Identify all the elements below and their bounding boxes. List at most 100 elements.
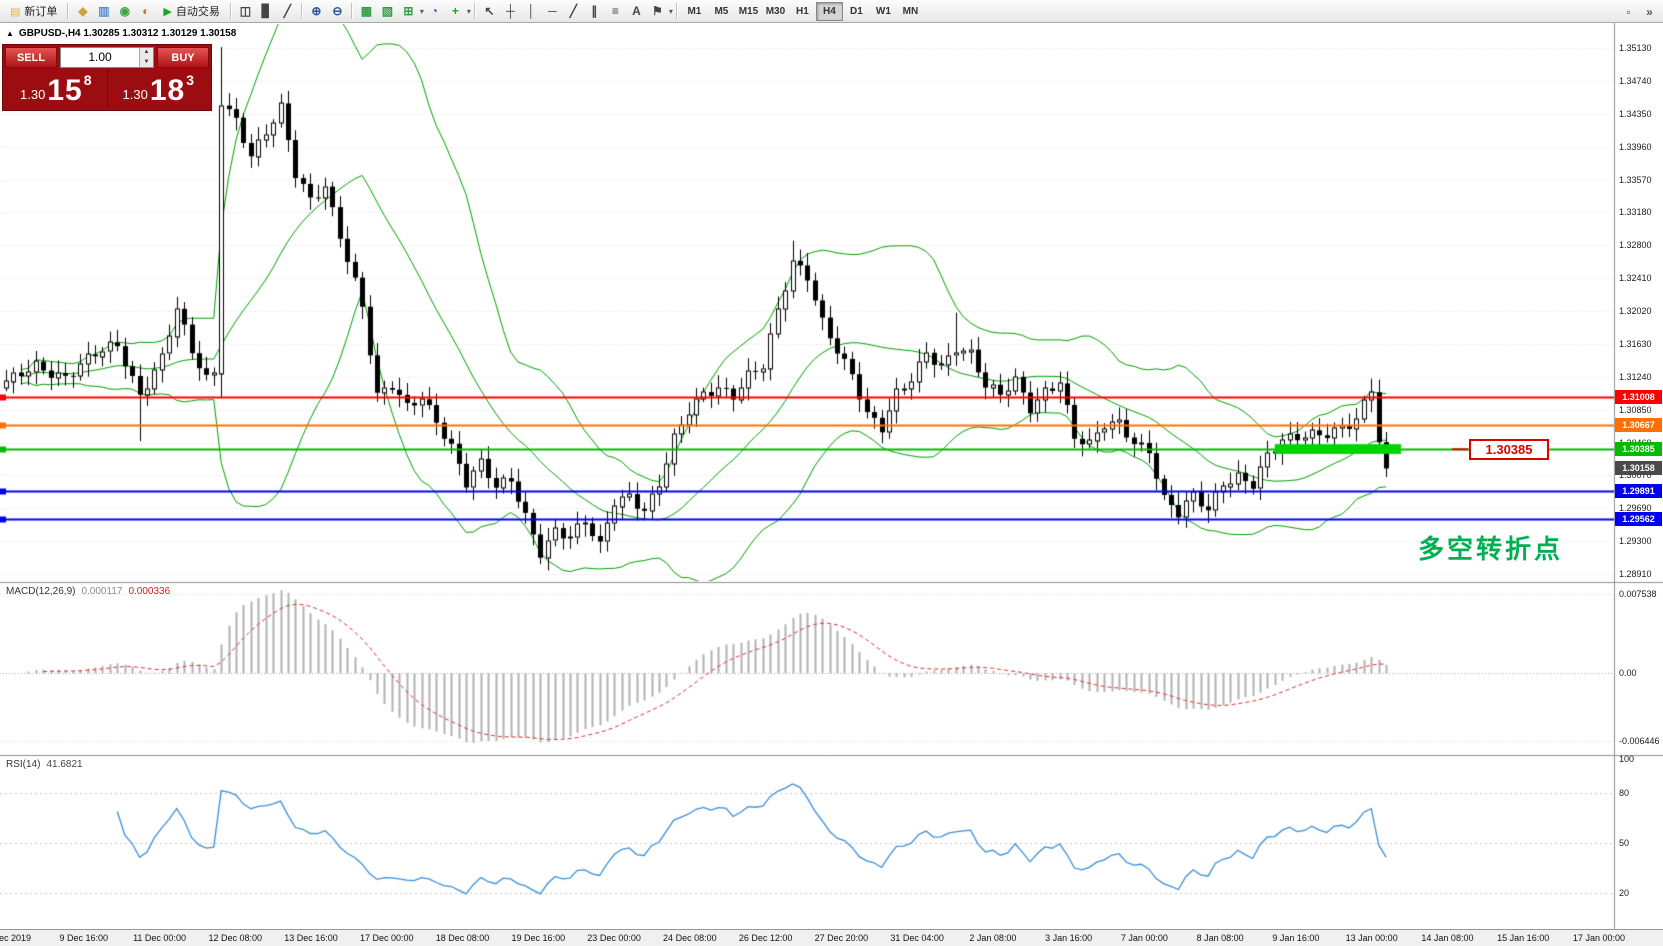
collapse-trade-panel-icon[interactable]: ▲	[6, 29, 14, 38]
timeframe-m30[interactable]: M30	[765, 5, 786, 17]
price-annotation-label: 1.30385	[1469, 439, 1549, 460]
rsi-value: 41.6821	[46, 759, 83, 770]
new-order-button-label: 新订单	[24, 6, 58, 18]
toolbar-separator	[675, 3, 678, 19]
zoom-out-icon[interactable]: ⊖	[327, 1, 348, 22]
crosshair-icon: ┼	[506, 4, 515, 18]
axis-label: 1.32800	[1619, 240, 1652, 251]
price-line-badge: 1.30667	[1615, 418, 1662, 433]
new-order-button[interactable]: ▤ 新订单	[3, 1, 64, 22]
buy-price-sup: 3	[186, 72, 194, 88]
turning-point-annotation: 多空转折点	[1418, 534, 1564, 564]
axis-label: 1.29690	[1619, 503, 1652, 514]
timeframe-m1[interactable]: M1	[687, 5, 702, 17]
price-axis[interactable]: 1.35130 1.34740 1.34350 1.33960 1.33570 1.331…	[1615, 23, 1663, 929]
profiles-icon[interactable]: ◆	[72, 1, 93, 22]
toolbar-overflow-icon[interactable]: »	[1639, 1, 1660, 22]
play-icon: ▶	[163, 5, 172, 18]
axis-label: 1.30850	[1619, 404, 1652, 415]
text-icon: A	[632, 4, 641, 18]
timeframe-w1[interactable]: W1	[875, 5, 891, 17]
fibonacci-icon: ≡	[611, 4, 619, 18]
vertical-line-icon[interactable]: │	[521, 1, 542, 22]
rsi-name: RSI(14)	[6, 759, 41, 770]
timeframe-m5[interactable]: M5	[714, 5, 729, 17]
buy-button[interactable]: BUY	[157, 47, 209, 68]
zoom-in-icon: ⊕	[311, 4, 322, 18]
macd-name: MACD(12,26,9)	[6, 586, 76, 597]
time-label: 26 Dec 12:00	[738, 933, 793, 943]
market-watch-icon: ◉	[119, 4, 131, 18]
sell-price-big: 15	[47, 74, 83, 107]
indicators-icon: +	[451, 4, 459, 18]
axis-label: 50	[1619, 838, 1630, 848]
time-label: 7 Jan 00:00	[1120, 933, 1168, 943]
new-chart-icon[interactable]: ⊞	[398, 1, 419, 22]
macd-indicator-label: MACD(12,26,9) 0.000117 0.000336	[6, 586, 170, 597]
vertical-line-icon: │	[527, 4, 536, 18]
candlestick-chart-icon[interactable]: ▊	[256, 1, 277, 22]
timeframe-d1[interactable]: D1	[850, 5, 863, 17]
buy-price-big: 18	[149, 74, 186, 107]
sell-price-display[interactable]: 1.30 15 8	[5, 70, 107, 108]
price-line-badge: 1.29891	[1615, 484, 1662, 499]
navigator-icon[interactable]: ◐	[135, 1, 156, 22]
volume-input[interactable]: 1.00 ▲ ▼	[60, 47, 154, 68]
time-label: 9 Jan 16:00	[1272, 933, 1320, 943]
shapes-icon[interactable]: ⚑	[647, 1, 668, 22]
line-chart-icon[interactable]: ╱	[277, 1, 298, 22]
horizontal-line-icon[interactable]: ─	[542, 1, 563, 22]
cursor-icon[interactable]: ↖	[479, 1, 500, 22]
clock-icon[interactable]: ◔	[424, 1, 445, 22]
cascade-windows-icon[interactable]: ▧	[377, 1, 398, 22]
market-watch-icon[interactable]: ◉	[114, 1, 135, 22]
trendline-icon: ╱	[569, 4, 578, 18]
profiles-icon: ◆	[78, 4, 88, 18]
channel-icon[interactable]: ∥	[584, 1, 605, 22]
volume-down-button[interactable]: ▼	[140, 57, 153, 67]
time-axis[interactable]: 5 Dec 2019 9 Dec 16:00 11 Dec 00:00 12 Dec …	[0, 929, 1663, 946]
charts-icon: ▥	[98, 4, 110, 18]
dock-icon[interactable]: ▫	[1618, 1, 1639, 22]
axis-label: 0.007538	[1619, 589, 1657, 599]
axis-label: 1.31240	[1619, 371, 1652, 382]
macd-value-signal: 0.000336	[128, 586, 171, 597]
timeframe-h1[interactable]: H1	[796, 5, 809, 17]
timeframe-mn[interactable]: MN	[902, 5, 919, 17]
chart-title-text: GBPUSD-,H4 1.30285 1.30312 1.30129 1.301…	[18, 28, 237, 39]
crosshair-icon[interactable]: ┼	[500, 1, 521, 22]
time-label: 31 Dec 04:00	[890, 933, 944, 943]
indicators-icon[interactable]: +	[445, 1, 466, 22]
auto-trading-button[interactable]: ▶ 自动交易	[156, 1, 226, 22]
volume-up-button[interactable]: ▲	[140, 48, 153, 58]
buy-price-display[interactable]: 1.30 18 3	[106, 70, 210, 108]
axis-label: 1.33180	[1619, 207, 1652, 218]
text-icon[interactable]: A	[626, 1, 647, 22]
timeframe-h4[interactable]: H4	[815, 1, 843, 21]
sell-price-sup: 8	[83, 72, 92, 88]
navigator-icon: ◐	[142, 4, 150, 18]
charts-icon[interactable]: ▥	[93, 1, 114, 22]
indicators-icon-dropdown[interactable]: ▾	[466, 6, 471, 16]
time-label: 24 Dec 08:00	[663, 933, 717, 943]
fibonacci-icon[interactable]: ≡	[605, 1, 626, 22]
sell-button[interactable]: SELL	[5, 47, 57, 68]
price-line-badge: 1.30385	[1615, 442, 1662, 457]
axis-label: 1.33570	[1619, 174, 1652, 185]
shapes-icon-dropdown[interactable]: ▾	[668, 6, 673, 16]
axis-label: 1.35130	[1619, 43, 1652, 53]
time-label: 2 Jan 08:00	[969, 933, 1017, 943]
zoom-in-icon[interactable]: ⊕	[306, 1, 327, 22]
new-chart-icon-dropdown[interactable]: ▾	[419, 6, 424, 16]
bar-chart-icon[interactable]: ◫	[235, 1, 256, 22]
chart-title: ▲ GBPUSD-,H4 1.30285 1.30312 1.30129 1.3…	[6, 28, 236, 39]
axis-label: 80	[1619, 787, 1630, 798]
trendline-icon[interactable]: ╱	[563, 1, 584, 22]
tile-windows-icon[interactable]: ▦	[356, 1, 377, 22]
timeframe-m15[interactable]: M15	[738, 5, 759, 17]
time-label: 9 Dec 16:00	[59, 933, 109, 943]
time-label: 23 Dec 00:00	[587, 933, 641, 943]
macd-value-main: 0.000117	[81, 586, 123, 597]
